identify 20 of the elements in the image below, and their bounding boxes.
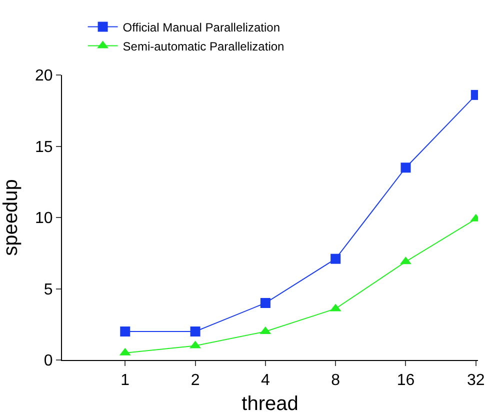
legend-label: Official Manual Parallelization [122, 20, 280, 34]
y-tick-label: 5 [44, 281, 53, 298]
y-tick-label: 0 [44, 352, 53, 370]
x-axis-title: thread [242, 393, 298, 415]
point [400, 162, 411, 173]
x-tick-label: 1 [120, 372, 130, 390]
point [120, 326, 130, 336]
legend-label: Semi-automatic Parallelization [122, 39, 284, 54]
x-tick-label: 2 [190, 372, 200, 390]
x-tick-label: 32 [467, 372, 485, 390]
x-tick-label: 8 [331, 372, 340, 390]
x-tick-label: 16 [396, 372, 415, 390]
y-tick-label: 20 [35, 68, 53, 85]
point [330, 254, 341, 264]
x-tick-label: 4 [260, 372, 270, 390]
y-tick-label: 15 [35, 138, 53, 156]
y-tick-label: 10 [35, 210, 53, 228]
point [260, 298, 270, 308]
point [190, 326, 200, 336]
y-axis-title: speedup [0, 179, 22, 256]
